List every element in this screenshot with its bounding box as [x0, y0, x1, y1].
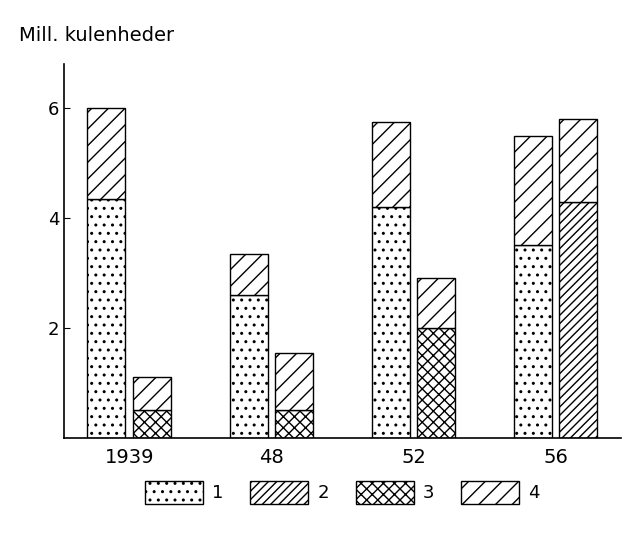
Bar	[88, 199, 125, 438]
Bar	[275, 352, 313, 411]
Bar	[514, 246, 552, 438]
Bar	[417, 328, 455, 438]
Bar	[514, 136, 552, 246]
Bar	[133, 411, 171, 438]
Bar	[88, 108, 125, 199]
Bar	[372, 207, 410, 438]
Bar	[559, 201, 597, 438]
Text: Mill. kulenheder: Mill. kulenheder	[19, 26, 175, 45]
Bar	[559, 119, 597, 201]
Bar	[230, 254, 268, 295]
Legend: 1, 2, 3, 4: 1, 2, 3, 4	[138, 474, 547, 511]
Bar	[133, 378, 171, 411]
Bar	[417, 278, 455, 328]
Bar	[230, 295, 268, 438]
Bar	[372, 122, 410, 207]
Bar	[275, 411, 313, 438]
